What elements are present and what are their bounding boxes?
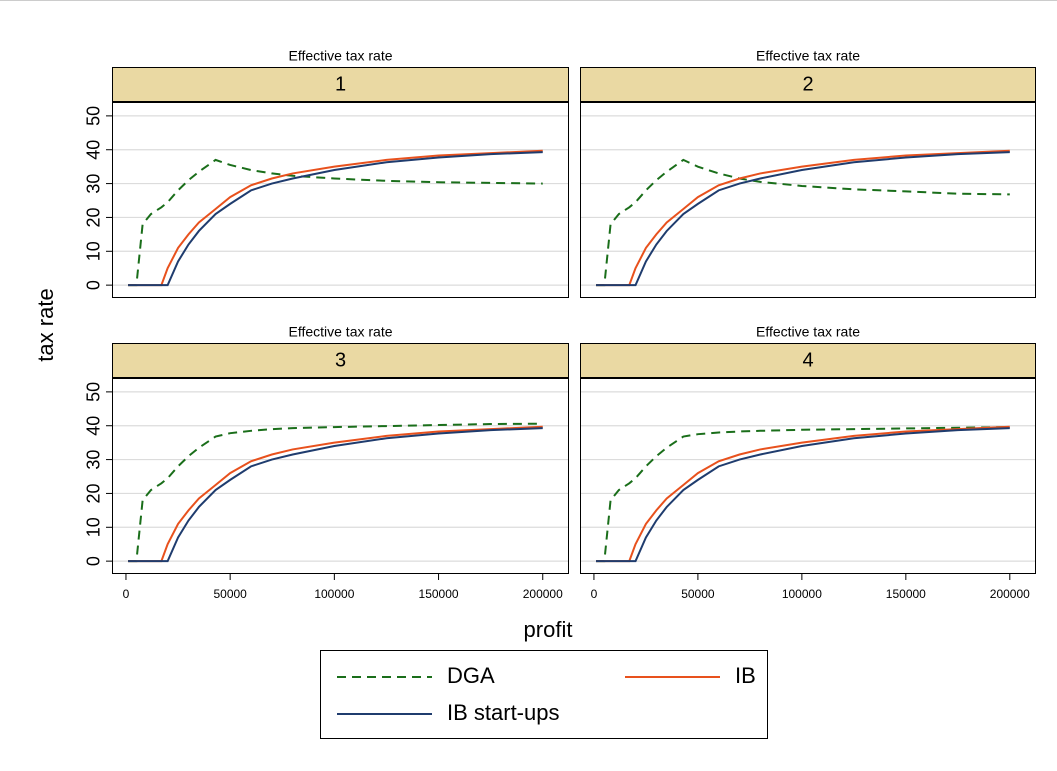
y-tick-label: 20	[84, 207, 104, 227]
panel-strip	[580, 343, 1036, 378]
plot-area	[580, 102, 1036, 298]
line-series	[596, 151, 1010, 287]
line-series	[596, 158, 1010, 287]
line-series	[128, 422, 543, 563]
line-series	[596, 427, 1010, 563]
panel-label: 2	[802, 73, 813, 95]
x-tick-label: 0	[591, 587, 598, 601]
panel-strip	[112, 343, 569, 378]
y-tick-label: 30	[84, 450, 104, 470]
panel-title: Effective tax rate	[288, 48, 392, 64]
x-tick-label: 100000	[314, 587, 354, 601]
line-series	[128, 158, 543, 287]
y-tick-label: 40	[84, 416, 104, 436]
panel-title: Effective tax rate	[756, 324, 860, 340]
y-tick-label: 0	[84, 280, 104, 290]
x-axis-label: profit	[524, 617, 573, 642]
legend	[320, 650, 768, 739]
x-tick-label: 150000	[419, 587, 459, 601]
y-tick-label: 10	[84, 241, 104, 261]
legend-label: DGA	[447, 663, 495, 688]
line-series	[128, 151, 543, 287]
panel-strip	[580, 67, 1036, 102]
x-tick-label: 200000	[523, 587, 563, 601]
x-tick-label: 150000	[886, 587, 926, 601]
y-tick-label: 10	[84, 517, 104, 537]
panel-label: 4	[802, 349, 813, 371]
panel-title: Effective tax rate	[756, 48, 860, 64]
legend-label: IB start-ups	[447, 700, 559, 725]
x-tick-label: 50000	[681, 587, 715, 601]
legend-label: IB	[735, 663, 756, 688]
x-tick-label: 0	[123, 587, 130, 601]
panel-label: 3	[335, 349, 346, 371]
y-tick-label: 0	[84, 556, 104, 566]
y-tick-label: 20	[84, 483, 104, 503]
panel-label: 1	[335, 73, 346, 95]
x-tick-label: 200000	[990, 587, 1030, 601]
line-series	[596, 426, 1010, 563]
y-tick-label: 40	[84, 140, 104, 160]
panel-title: Effective tax rate	[288, 324, 392, 340]
plot-area	[112, 378, 569, 574]
plot-area	[580, 378, 1036, 574]
y-tick-label: 50	[84, 382, 104, 402]
line-series	[128, 427, 543, 563]
plot-area	[112, 102, 569, 298]
y-axis-label: tax rate	[33, 288, 58, 361]
y-tick-label: 50	[84, 106, 104, 126]
panel-strip	[112, 67, 569, 102]
y-tick-label: 30	[84, 174, 104, 194]
x-tick-label: 100000	[782, 587, 822, 601]
x-tick-label: 50000	[213, 587, 247, 601]
